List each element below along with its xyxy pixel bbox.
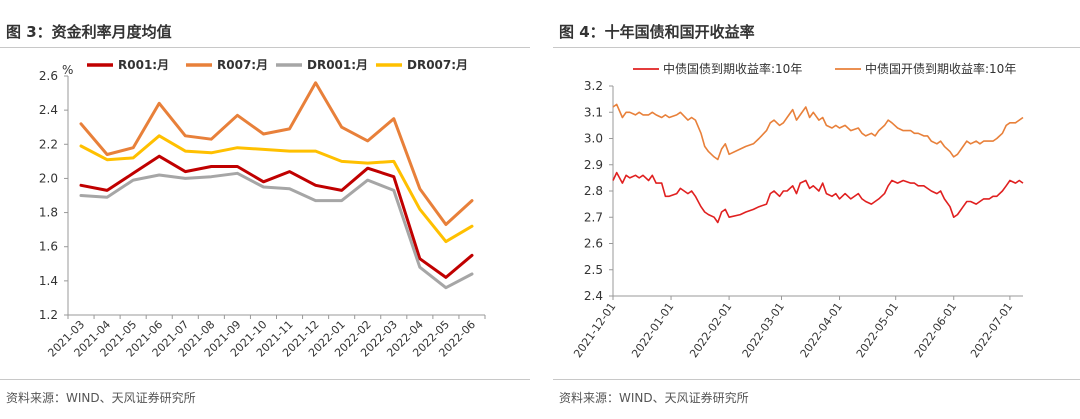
- x-tick-label: 2021-12-01: [571, 300, 618, 360]
- y-tick-label: 2.0: [39, 171, 58, 185]
- x-tick-label: 2022-07-01: [968, 300, 1015, 360]
- y-tick-label: 2.4: [39, 103, 58, 117]
- legend-label: 中债国开债到期收益率:10年: [865, 61, 1016, 76]
- source-note: 资料来源：WIND、天风证券研究所: [559, 391, 749, 405]
- source-divider: [0, 379, 530, 380]
- title-divider: [553, 47, 1080, 48]
- y-tick-label: 3.1: [584, 105, 603, 119]
- x-tick-label: 2022-01-01: [629, 300, 676, 360]
- y-tick-label: 1.4: [39, 274, 58, 288]
- x-tick-label: 2022-06-01: [912, 300, 959, 360]
- y-tick-label: 2.6: [584, 237, 603, 251]
- y-tick-label: 2.4: [584, 289, 603, 303]
- y-tick-label: 2.8: [584, 184, 603, 198]
- series-line-dr007: [79, 134, 474, 244]
- y-tick-label: 1.2: [39, 308, 58, 322]
- y-tick-label: 2.2: [39, 137, 58, 151]
- x-tick-label: 2022-03-01: [740, 300, 787, 360]
- chart-panel-bond-yields: 图 4：十年国债和国开收益率 2.4 2.5 2.6 2.7 2.8 2.9 3.0 3.1 3…: [553, 0, 1080, 419]
- series-line-dr001: [79, 171, 474, 290]
- chart-title: 图 3：资金利率月度均值: [6, 23, 172, 41]
- y-tick-label: 2.6: [39, 69, 58, 83]
- y-tick-label: 1.6: [39, 240, 58, 254]
- y-tick-label: 2.7: [584, 210, 603, 224]
- legend-label: 中债国债到期收益率:10年: [663, 61, 802, 76]
- source-divider: [553, 379, 1080, 380]
- legend-label: DR007:月: [407, 58, 468, 72]
- money-rate-line-chart: 1.21.41.61.82.02.22.42.6 %2021-032021-042…: [39, 58, 486, 360]
- x-tick-label: 2022-02-01: [687, 300, 734, 360]
- series-line-gov-yield-10y: [612, 171, 1024, 224]
- y-unit-label: %: [62, 63, 73, 77]
- y-tick-label: 3.2: [584, 79, 603, 93]
- x-tick-label: 2022-05-01: [854, 300, 901, 360]
- series-line-r007: [79, 81, 474, 226]
- series-line-r001: [79, 154, 474, 279]
- legend-label: R007:月: [217, 58, 268, 72]
- y-tick-label: 1.8: [39, 206, 58, 220]
- chart-panel-money-rates: 图 3：资金利率月度均值 1.2 1.4 1.6 1.8 2.0 2.2 2.4 2.6% 20…: [0, 0, 530, 419]
- series-line-cdb-yield-10y: [612, 103, 1024, 161]
- source-note: 资料来源：WIND、天风证券研究所: [6, 391, 196, 405]
- chart-title: 图 4：十年国债和国开收益率: [559, 23, 755, 41]
- y-tick-label: 3.0: [584, 132, 603, 146]
- legend-label: DR001:月: [307, 58, 368, 72]
- title-divider: [0, 47, 530, 48]
- y-tick-label: 2.5: [584, 263, 603, 277]
- x-tick-label: 2022-04-01: [798, 300, 845, 360]
- legend-label: R001:月: [118, 58, 169, 72]
- y-tick-label: 2.9: [584, 158, 603, 172]
